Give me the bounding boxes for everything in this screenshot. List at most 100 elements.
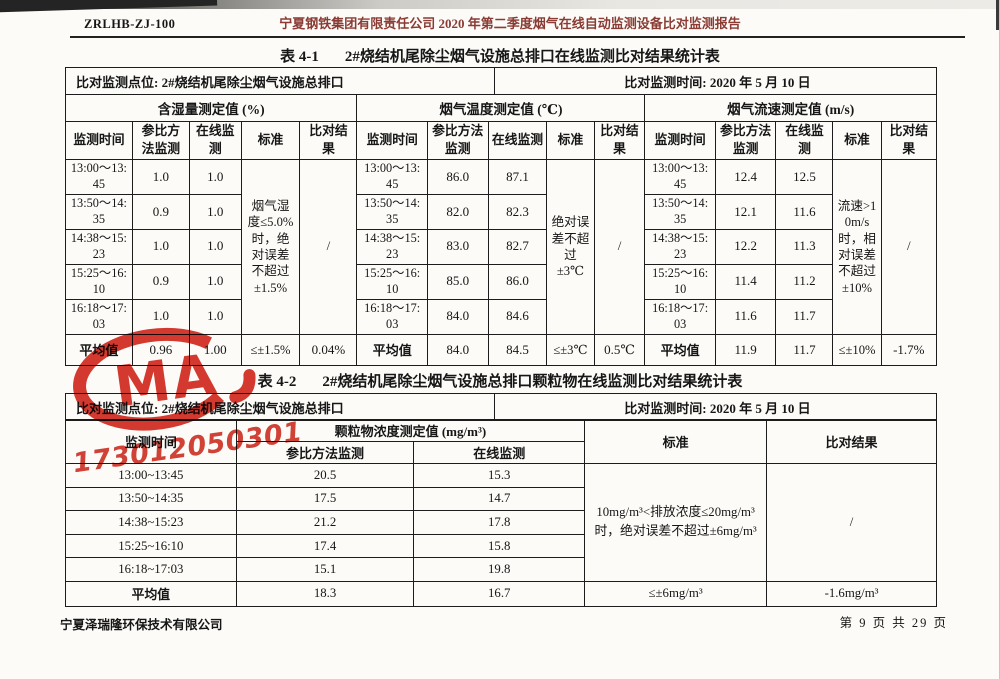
table1-caption: 表 4-1 2#烧结机尾除尘烟气设施总排口在线监测比对结果统计表 <box>0 45 1000 66</box>
scan-artifact-corner <box>0 0 218 13</box>
table2-average-row: 平均值 18.3 16.7 ≤±6mg/m³ -1.6mg/m³ <box>65 580 937 607</box>
time-cell: 13:50～14:35 <box>644 193 716 230</box>
table2-data-row: 13:00~13:45 20.5 15.3 10mg/m³<排放浓度≤20mg/… <box>65 463 937 582</box>
col-header-time: 监测时间 <box>644 121 716 160</box>
table1-average-row: 平均值 0.96 1.00 ≤±1.5% 0.04% 平均值 84.0 84.5… <box>65 333 938 366</box>
col-header-time: 监测时间 <box>65 419 237 464</box>
footer-page-number: 第 9 页 共 29 页 <box>839 616 948 630</box>
table2-data-row: 14:38~15:23 21.2 17.8 <box>65 510 937 535</box>
online-value-cell: 1.0 <box>188 159 242 195</box>
time-cell: 13:50~14:35 <box>65 486 237 512</box>
online-value-cell: 1.0 <box>188 193 242 230</box>
time-cell: 14:38～15:23 <box>356 228 428 265</box>
online-value-cell: 87.1 <box>487 159 548 195</box>
online-value-cell: 82.3 <box>487 193 548 230</box>
col-header-time: 监测时间 <box>356 121 428 160</box>
result-cell: / <box>766 463 937 582</box>
ref-value-cell: 85.0 <box>426 263 489 300</box>
col-header-result: 比对结果 <box>299 121 358 160</box>
avg-label-cell: 平均值 <box>65 333 133 366</box>
ref-value-cell: 82.0 <box>426 193 489 230</box>
table1-column-header-row: 监测时间 参比方法监测 在线监测 标准 比对结果 监测时间 参比方法监测 在线监… <box>65 121 938 160</box>
table2-data-row: 15:25~16:10 17.4 15.8 <box>65 533 937 559</box>
time-cell: 13:00~13:45 <box>65 463 237 488</box>
time-cell: 13:50～14:35 <box>356 193 428 230</box>
result-cell: / <box>880 159 938 335</box>
avg-online-cell: 16.7 <box>413 580 586 607</box>
ref-value-cell: 15.1 <box>235 557 415 582</box>
standard-cell: 绝对误差不超过±3℃ <box>546 159 595 335</box>
online-value-cell: 1.0 <box>188 263 242 300</box>
table2-header-row-2: 参比方法监测 在线监测 <box>66 441 937 464</box>
col-header-result: 比对结果 <box>880 121 938 160</box>
report-header-title: 宁夏钢铁集团有限责任公司 2020 年第二季度烟气在线自动监测设备比对监测报告 <box>279 16 741 31</box>
time-cell: 16:18～17:03 <box>356 298 428 335</box>
time-cell: 13:00～13:45 <box>644 159 716 195</box>
avg-label-cell: 平均值 <box>65 580 237 607</box>
col-header-ref: 参比方法监测 <box>131 121 190 160</box>
avg-result-cell: 0.5℃ <box>593 333 646 366</box>
ref-value-cell: 83.0 <box>426 228 489 265</box>
table1-point-row: 比对监测点位: 2#烧结机尾除尘烟气设施总排口 比对监测时间: 2020 年 5… <box>65 67 937 95</box>
col-header-result: 比对结果 <box>766 419 937 464</box>
time-cell: 15:25～16:10 <box>65 263 133 300</box>
ref-value-cell: 0.9 <box>131 263 190 300</box>
ref-value-cell: 21.2 <box>235 510 415 535</box>
online-value-cell: 11.6 <box>775 193 834 230</box>
ref-value-cell: 12.1 <box>714 193 777 230</box>
time-cell: 15:25~16:10 <box>65 533 237 559</box>
table1-data-row: 14:38～15:23 1.0 1.0 14:38～15:23 83.0 82.… <box>65 228 937 265</box>
table2-data-row: 13:50~14:35 17.5 14.7 <box>65 486 937 512</box>
online-value-cell: 19.8 <box>413 557 586 582</box>
ref-value-cell: 1.0 <box>131 228 190 265</box>
avg-standard-cell: ≤±6mg/m³ <box>584 580 768 607</box>
col-header-online: 在线监测 <box>188 121 242 160</box>
online-value-cell: 11.2 <box>775 263 834 300</box>
table1-data-row: 15:25～16:10 0.9 1.0 15:25～16:10 85.0 86.… <box>65 263 937 300</box>
table1-section-titles-row: 含湿量测定值 (%) 烟气温度测定值 (℃) 烟气流速测定值 (m/s) <box>64 94 937 122</box>
ref-value-cell: 1.0 <box>131 298 190 335</box>
avg-online-cell: 11.7 <box>775 333 834 366</box>
online-value-cell: 15.3 <box>413 463 586 488</box>
ref-value-cell: 11.6 <box>714 298 777 335</box>
col-header-standard: 标准 <box>240 121 301 160</box>
avg-online-cell: 1.00 <box>188 333 242 366</box>
ref-value-cell: 11.4 <box>714 263 777 300</box>
table2-caption-title: 2#烧结机尾除尘烟气设施总排口颗粒物在线监测比对结果统计表 <box>322 374 743 390</box>
avg-standard-cell: ≤±1.5% <box>240 333 301 366</box>
avg-result-cell: -1.7% <box>880 333 938 366</box>
col-header-concentration-group: 颗粒物浓度测定值 (mg/m³) <box>235 419 586 442</box>
scan-artifact-top <box>0 0 1000 9</box>
avg-result-cell: 0.04% <box>299 333 358 366</box>
table2-monitoring-time: 比对监测时间: 2020 年 5 月 10 日 <box>624 401 811 416</box>
online-value-cell: 11.7 <box>775 298 834 335</box>
header-rule <box>70 36 965 38</box>
online-value-cell: 84.6 <box>487 298 548 335</box>
ref-value-cell: 20.5 <box>235 463 415 488</box>
col-header-result: 比对结果 <box>593 121 646 160</box>
table1-caption-title: 2#烧结机尾除尘烟气设施总排口在线监测比对结果统计表 <box>344 49 720 65</box>
ref-value-cell: 17.5 <box>235 486 415 512</box>
time-cell: 15:25～16:10 <box>356 263 428 300</box>
ref-value-cell: 0.9 <box>131 193 190 230</box>
online-value-cell: 1.0 <box>188 298 242 335</box>
avg-ref-cell: 11.9 <box>714 333 777 366</box>
avg-standard-cell: ≤±10% <box>832 333 882 366</box>
time-cell: 14:38~15:23 <box>65 510 237 535</box>
table2-caption-label: 表 4-2 <box>257 374 297 390</box>
time-cell: 16:18～17:03 <box>644 298 716 335</box>
avg-standard-cell: ≤±3℃ <box>546 333 595 366</box>
standard-cell: 烟气湿度≤5.0%时，绝对误差不超过±1.5% <box>240 159 301 335</box>
col-header-standard: 标准 <box>546 121 595 160</box>
table2-header-row-1: 监测时间 颗粒物浓度测定值 (mg/m³) 标准 比对结果 <box>65 419 937 464</box>
avg-online-cell: 84.5 <box>487 333 548 366</box>
col-header-online: 在线监测 <box>487 121 548 160</box>
online-value-cell: 1.0 <box>188 228 242 265</box>
standard-cell: 10mg/m³<排放浓度≤20mg/m³时，绝对误差不超过±6mg/m³ <box>584 463 768 582</box>
ref-value-cell: 12.2 <box>714 228 777 265</box>
ref-value-cell: 86.0 <box>426 159 489 195</box>
table1-comparison-results: 含湿量测定值 (%) 烟气温度测定值 (℃) 烟气流速测定值 (m/s) 监测时… <box>64 94 938 366</box>
table1-data-row: 16:18～17:03 1.0 1.0 16:18～17:03 84.0 84.… <box>65 298 937 335</box>
col-header-online: 在线监测 <box>775 121 834 160</box>
online-value-cell: 14.7 <box>413 486 586 512</box>
